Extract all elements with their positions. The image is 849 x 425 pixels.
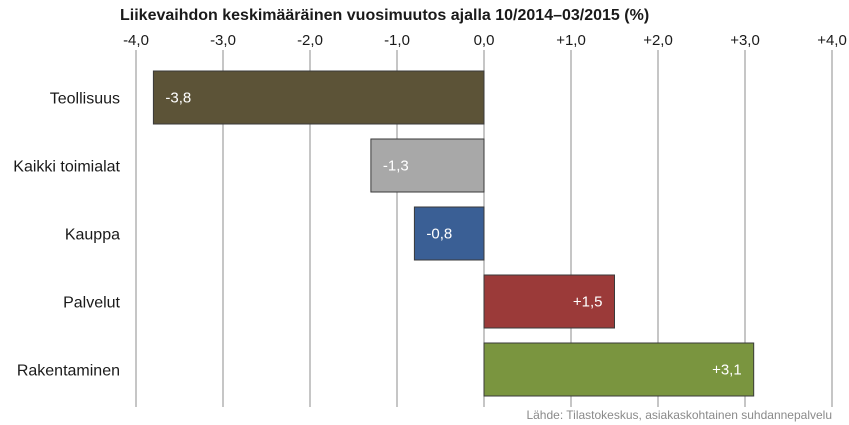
category-label: Teollisuus [50, 91, 120, 108]
data-label: -1,3 [383, 158, 409, 175]
bar [152, 70, 485, 125]
chart-title: Liikevaihdon keskimääräinen vuosimuutos … [120, 7, 649, 24]
x-tick-label: -4,0 [123, 32, 149, 49]
x-tick-label: +4,0 [817, 32, 847, 49]
x-tick-label: +3,0 [730, 32, 760, 49]
data-label: +1,5 [573, 294, 603, 311]
data-label: -0,8 [426, 226, 452, 243]
bars: -3,8 -1,3 -0,8 +1,5 +3,1 [152, 70, 755, 397]
x-tick-label: +2,0 [643, 32, 673, 49]
x-tick-label: 0,0 [474, 32, 495, 49]
data-label: +3,1 [712, 362, 742, 379]
bar [483, 342, 755, 397]
bar [370, 138, 485, 193]
bar [413, 206, 485, 261]
data-label: -3,8 [165, 90, 191, 107]
category-label: Kauppa [65, 227, 120, 244]
category-label: Kaikki toimialat [13, 159, 120, 176]
source-note: Lähde: Tilastokeskus, asiakaskohtainen s… [526, 408, 832, 422]
category-label: Rakentaminen [17, 363, 120, 380]
x-tick-label: +1,0 [556, 32, 586, 49]
category-label: Palvelut [63, 295, 120, 312]
x-tick-label: -2,0 [297, 32, 323, 49]
x-tick-label: -1,0 [384, 32, 410, 49]
category-labels: Teollisuus Kaikki toimialat Kauppa Palvelut… [13, 91, 120, 380]
x-tick-label: -3,0 [210, 32, 236, 49]
x-axis-tick-labels: -4,0 -3,0 -2,0 -1,0 0,0 +1,0 +2,0 +3,0 +4,0 [123, 32, 847, 49]
bar [483, 274, 615, 329]
